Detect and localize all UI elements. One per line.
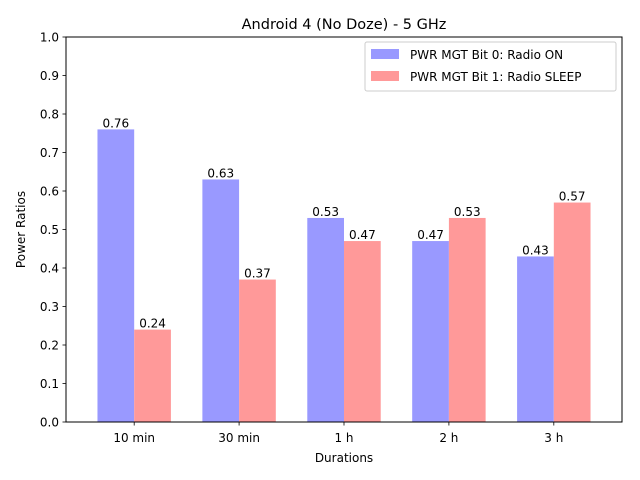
bar-value-label: 0.47 — [349, 228, 376, 242]
bar-radio-on — [412, 241, 449, 422]
legend-frame — [364, 41, 617, 92]
y-tick-label: 0.0 — [40, 416, 59, 430]
y-tick-label: 0.9 — [40, 69, 59, 83]
x-axis: 10 min 30 min 1 h 2 h 3 h — [113, 422, 563, 445]
bar-value-label: 0.37 — [244, 267, 271, 281]
x-tick-label: 2 h — [439, 431, 458, 445]
bars — [97, 129, 591, 422]
bar-radio-on — [307, 217, 344, 422]
bar-value-label: 0.24 — [139, 317, 166, 331]
x-tick-label: 10 min — [113, 431, 155, 445]
x-tick-label: 1 h — [334, 431, 353, 445]
bar-radio-on — [202, 179, 240, 422]
x-axis-label: Durations — [315, 451, 373, 465]
y-axis: 0.0 0.1 0.2 0.3 0.4 0.5 0.6 0.7 0.8 0.9 1.0 — [40, 31, 66, 430]
bar-value-label: 0.76 — [102, 116, 129, 130]
chart-title: Android 4 (No Doze) - 5 GHz — [242, 17, 447, 33]
y-tick-label: 0.6 — [40, 185, 59, 199]
y-tick-label: 0.3 — [40, 300, 59, 314]
bar-value-label: 0.43 — [522, 243, 549, 257]
legend: PWR MGT Bit 0: Radio ON PWR MGT Bit 1: R… — [364, 41, 617, 92]
bar-radio-sleep — [344, 241, 381, 422]
y-tick-label: 1.0 — [40, 31, 59, 45]
legend-swatch-radio-on — [371, 49, 399, 59]
y-tick-label: 0.2 — [40, 339, 59, 353]
bar-radio-on — [97, 129, 135, 422]
bar-value-label: 0.57 — [559, 190, 586, 204]
bar-radio-sleep — [134, 329, 171, 422]
legend-label-radio-on: PWR MGT Bit 0: Radio ON — [410, 48, 563, 62]
legend-swatch-radio-sleep — [371, 71, 399, 81]
bar-value-label: 0.53 — [312, 205, 339, 219]
y-tick-label: 0.4 — [40, 262, 59, 276]
plot-frame — [65, 36, 623, 423]
bar-labels: 0.76 0.24 0.63 0.37 0.53 0.47 0.47 0.53 0.43 0.57 — [102, 116, 585, 330]
bar-value-label: 0.63 — [207, 166, 234, 180]
y-tick-label: 0.1 — [40, 377, 59, 391]
y-axis-label: Power Ratios — [14, 191, 28, 268]
y-tick-label: 0.5 — [40, 223, 59, 237]
y-tick-label: 0.7 — [40, 146, 59, 160]
bar-radio-sleep — [448, 217, 486, 422]
x-tick-label: 3 h — [544, 431, 563, 445]
legend-label-radio-sleep: PWR MGT Bit 1: Radio SLEEP — [410, 70, 581, 84]
bar-radio-on — [517, 256, 554, 422]
bar-radio-sleep — [239, 279, 276, 422]
bar-value-label: 0.47 — [417, 228, 444, 242]
y-tick-label: 0.8 — [40, 108, 59, 122]
bar-radio-sleep — [553, 202, 591, 422]
x-tick-label: 30 min — [218, 431, 260, 445]
bar-value-label: 0.53 — [454, 205, 481, 219]
